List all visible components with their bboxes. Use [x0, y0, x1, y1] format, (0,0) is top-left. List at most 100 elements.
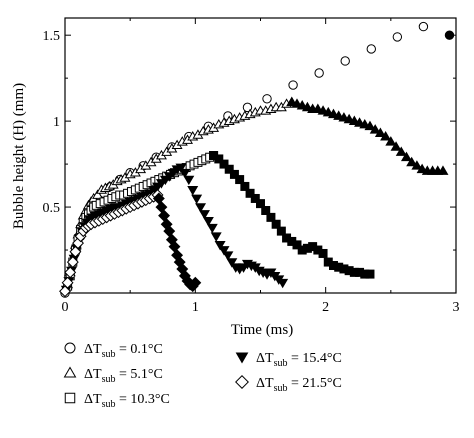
- data-point: [256, 199, 265, 209]
- data-point: [222, 251, 234, 261]
- data-point: [92, 189, 104, 199]
- y-tick-label: 1: [53, 115, 60, 130]
- data-point: [210, 232, 222, 242]
- legend-value: = 21.5°C: [287, 376, 341, 391]
- data-point: [214, 241, 226, 251]
- data-point: [385, 136, 397, 146]
- x-tick-label: 1: [192, 300, 199, 315]
- legend-value: = 15.4°C: [287, 351, 341, 366]
- data-point: [364, 120, 376, 131]
- data-point: [262, 94, 272, 104]
- data-point: [235, 175, 245, 185]
- data-point: [198, 210, 210, 220]
- legend-value: = 10.3°C: [115, 392, 169, 407]
- legend-label: ΔTsub = 21.5°C: [256, 376, 342, 394]
- legend-sub: sub: [102, 374, 116, 385]
- legend-item: ΔTsub = 10.3°C: [64, 392, 170, 410]
- data-point: [380, 130, 392, 141]
- legend-label: ΔTsub = 0.1°C: [84, 342, 163, 360]
- data-point: [69, 245, 82, 258]
- data-point: [292, 240, 302, 250]
- legend-item: ΔTsub = 0.1°C: [64, 342, 163, 360]
- legend-delta: ΔT: [256, 376, 274, 391]
- data-point: [340, 56, 350, 66]
- data-point: [240, 181, 250, 191]
- legend-label: ΔTsub = 10.3°C: [84, 392, 170, 410]
- legend-label: ΔTsub = 15.4°C: [256, 351, 342, 369]
- data-point: [418, 21, 429, 32]
- data-point: [406, 156, 418, 167]
- data-point: [59, 285, 71, 298]
- data-point: [218, 246, 230, 256]
- data-point: [229, 169, 239, 179]
- data-point: [191, 194, 203, 205]
- legend-sub: sub: [274, 383, 288, 394]
- x-axis-ticks: 0 1 2 3: [62, 18, 460, 315]
- legend-marker: [235, 352, 249, 364]
- data-point: [288, 80, 298, 90]
- data-point: [250, 193, 260, 203]
- data-point: [437, 165, 449, 175]
- data-point: [411, 160, 423, 170]
- data-point: [214, 154, 224, 164]
- data-points: [59, 21, 455, 298]
- legend-delta: ΔT: [84, 367, 102, 382]
- y-axis-label: Bubble height (H) (mm): [11, 83, 27, 229]
- data-point: [242, 102, 253, 113]
- legend-item: ΔTsub = 5.1°C: [63, 366, 163, 385]
- legend-sub: sub: [102, 399, 116, 410]
- series-6: [209, 151, 375, 279]
- data-point: [224, 164, 234, 174]
- legend-delta: ΔT: [84, 392, 102, 407]
- legend-marker: [63, 366, 77, 378]
- legend-label: ΔTsub = 5.1°C: [84, 367, 163, 385]
- series-3: [60, 163, 289, 296]
- data-point: [318, 248, 328, 258]
- data-point: [155, 201, 168, 214]
- data-point: [179, 168, 191, 179]
- legend-value: = 0.1°C: [115, 342, 162, 357]
- data-point: [61, 276, 74, 289]
- series-4: [59, 189, 164, 298]
- x-tick-label: 3: [453, 300, 460, 315]
- data-point: [395, 146, 407, 156]
- data-point: [245, 188, 255, 198]
- data-point: [365, 269, 375, 279]
- x-tick-label: 2: [322, 300, 329, 315]
- y-tick-label: 0.5: [43, 201, 61, 216]
- x-axis-label: Time (ms): [231, 322, 293, 338]
- data-point: [64, 266, 77, 279]
- data-point: [195, 203, 207, 213]
- series-0: [60, 21, 455, 298]
- legend-item: ΔTsub = 15.4°C: [235, 351, 342, 369]
- legend-item: ΔTsub = 21.5°C: [235, 375, 342, 394]
- data-point: [366, 44, 376, 54]
- data-point: [266, 212, 276, 222]
- data-point: [276, 226, 286, 236]
- data-point: [369, 124, 381, 134]
- legend-marker: [64, 392, 76, 404]
- series-5: [152, 192, 202, 293]
- legend-delta: ΔT: [84, 342, 102, 357]
- data-point: [390, 141, 402, 151]
- data-point: [175, 163, 187, 174]
- data-point: [158, 209, 171, 222]
- data-point: [189, 276, 202, 289]
- legend-sub: sub: [102, 349, 116, 360]
- data-point: [187, 186, 199, 196]
- data-point: [374, 127, 386, 138]
- data-point: [206, 223, 218, 234]
- legend-sub: sub: [274, 358, 288, 369]
- y-tick-label: 1.5: [43, 29, 61, 44]
- data-point: [226, 258, 238, 268]
- data-point: [277, 278, 289, 289]
- x-tick-label: 0: [62, 300, 69, 315]
- data-point: [261, 206, 271, 215]
- data-point: [400, 151, 412, 162]
- legend-marker: [235, 375, 249, 389]
- data-point: [444, 30, 455, 40]
- data-point: [392, 32, 403, 42]
